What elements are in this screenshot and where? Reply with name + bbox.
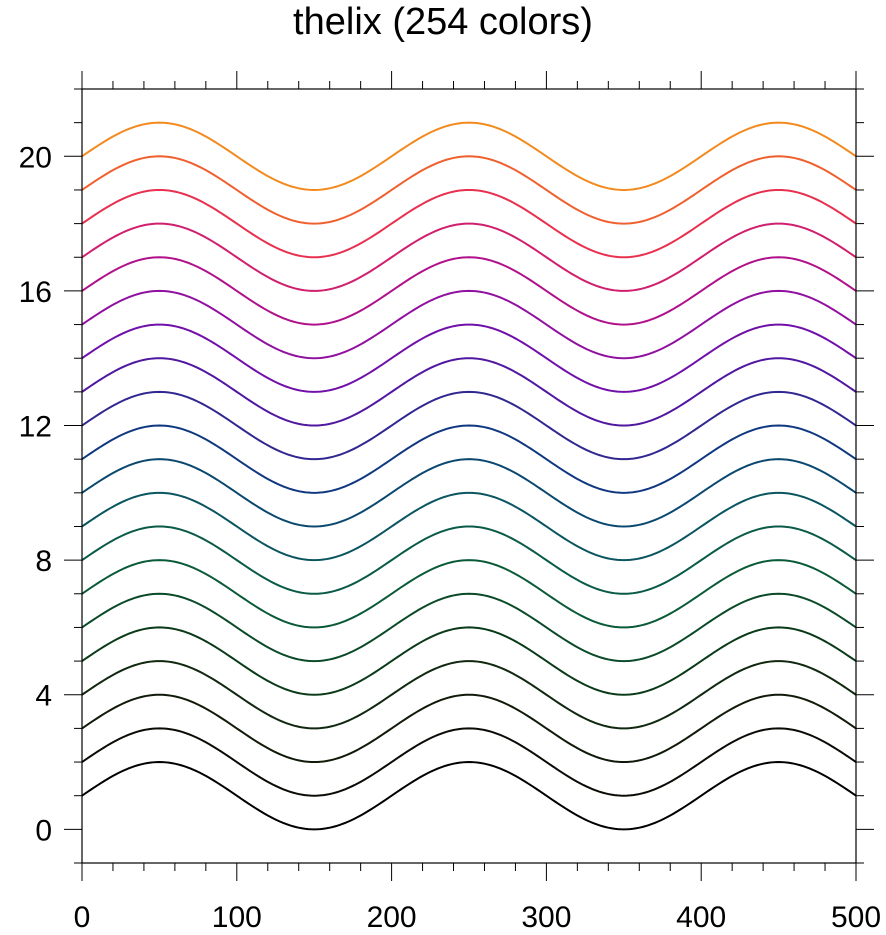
y-tick-label: 16 — [19, 276, 52, 309]
series-line-7 — [81, 559, 857, 629]
y-tick-label: 4 — [35, 680, 52, 713]
series-line-20 — [81, 121, 857, 191]
x-tick-label: 200 — [367, 901, 417, 934]
series-line-8 — [81, 525, 857, 595]
series-line-6 — [81, 592, 857, 663]
plot-frame — [81, 88, 857, 864]
x-tick-label: 400 — [676, 901, 726, 934]
series-line-10 — [81, 458, 857, 528]
series-line-11 — [81, 424, 857, 494]
series-line-12 — [81, 390, 857, 461]
y-tick-label: 0 — [35, 814, 52, 847]
series-line-14 — [81, 323, 857, 393]
axes: 0 100 200 300 400 500 0 4 8 12 16 20 — [19, 71, 881, 934]
y-tick-label: 12 — [19, 411, 52, 444]
series-line-16 — [81, 256, 857, 326]
x-tick-label: 100 — [212, 901, 262, 934]
series-line-9 — [81, 491, 857, 562]
series-line-18 — [81, 188, 857, 259]
series-line-19 — [81, 155, 857, 225]
x-tick-label: 0 — [74, 901, 91, 934]
series-line-1 — [81, 761, 857, 831]
series-line-5 — [81, 626, 857, 696]
x-tick-label: 300 — [521, 901, 571, 934]
x-tick-label: 500 — [831, 901, 881, 934]
series-line-15 — [81, 289, 857, 360]
series-lines — [81, 121, 857, 831]
y-tick-label: 20 — [19, 141, 52, 174]
chart-title: thelix (254 colors) — [293, 1, 593, 43]
y-tick-label: 8 — [35, 545, 52, 578]
series-line-13 — [81, 357, 857, 427]
series-line-17 — [81, 222, 857, 292]
series-line-2 — [81, 727, 857, 797]
series-line-4 — [81, 660, 857, 730]
series-line-3 — [81, 693, 857, 764]
